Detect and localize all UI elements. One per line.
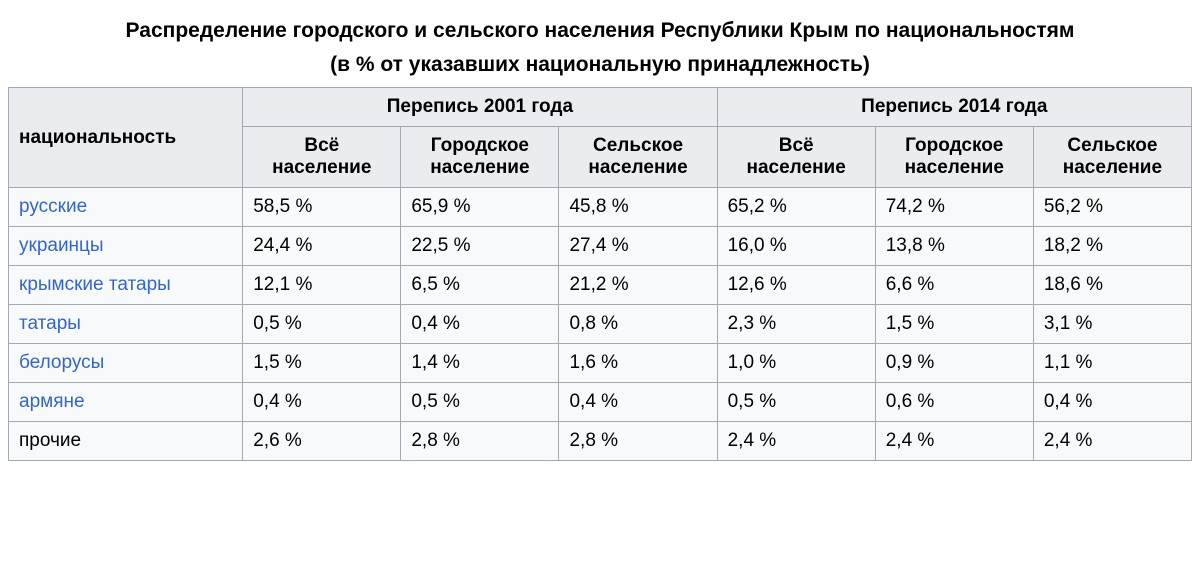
data-cell: 13,8 % xyxy=(875,227,1033,266)
data-cell: 0,5 % xyxy=(243,305,401,344)
col-2014-rural: Сельское население xyxy=(1033,127,1191,188)
col-nationality: национальность xyxy=(9,88,243,188)
table-row: русские 58,5 %65,9 %45,8 %65,2 %74,2 %56,… xyxy=(9,188,1192,227)
row-label: крымские татары xyxy=(9,266,243,305)
table-body: русские 58,5 %65,9 %45,8 %65,2 %74,2 %56,… xyxy=(9,188,1192,461)
data-cell: 74,2 % xyxy=(875,188,1033,227)
col-2001-rural: Сельское население xyxy=(559,127,717,188)
data-cell: 0,4 % xyxy=(1033,383,1191,422)
data-cell: 1,5 % xyxy=(243,344,401,383)
data-cell: 6,5 % xyxy=(401,266,559,305)
data-cell: 18,6 % xyxy=(1033,266,1191,305)
data-cell: 1,1 % xyxy=(1033,344,1191,383)
data-cell: 58,5 % xyxy=(243,188,401,227)
data-cell: 65,9 % xyxy=(401,188,559,227)
nationality-link[interactable]: армяне xyxy=(19,391,85,412)
table-row: крымские татары 12,1 %6,5 %21,2 %12,6 %6,… xyxy=(9,266,1192,305)
data-cell: 1,6 % xyxy=(559,344,717,383)
table-row: прочие2,6 %2,8 %2,8 %2,4 %2,4 %2,4 % xyxy=(9,422,1192,461)
row-label: татары xyxy=(9,305,243,344)
row-label: армяне xyxy=(9,383,243,422)
table-row: украинцы 24,4 %22,5 %27,4 %16,0 %13,8 %18… xyxy=(9,227,1192,266)
row-label: белорусы xyxy=(9,344,243,383)
data-cell: 1,5 % xyxy=(875,305,1033,344)
data-cell: 45,8 % xyxy=(559,188,717,227)
data-cell: 21,2 % xyxy=(559,266,717,305)
data-cell: 12,1 % xyxy=(243,266,401,305)
col-group-2001: Перепись 2001 года xyxy=(243,88,717,127)
data-cell: 0,5 % xyxy=(401,383,559,422)
data-cell: 1,4 % xyxy=(401,344,559,383)
data-cell: 0,4 % xyxy=(243,383,401,422)
data-cell: 0,8 % xyxy=(559,305,717,344)
header-row-1: национальность Перепись 2001 года Перепи… xyxy=(9,88,1192,127)
table-caption: Распределение городского и сельского нас… xyxy=(8,8,1192,87)
table-row: татары 0,5 %0,4 %0,8 %2,3 %1,5 %3,1 % xyxy=(9,305,1192,344)
data-cell: 3,1 % xyxy=(1033,305,1191,344)
data-cell: 18,2 % xyxy=(1033,227,1191,266)
row-label: русские xyxy=(9,188,243,227)
nationality-link[interactable]: русские xyxy=(19,196,87,217)
table-head: национальность Перепись 2001 года Перепи… xyxy=(9,88,1192,188)
col-2014-urban: Городское население xyxy=(875,127,1033,188)
data-cell: 2,4 % xyxy=(1033,422,1191,461)
table-row: белорусы 1,5 %1,4 %1,6 %1,0 %0,9 %1,1 % xyxy=(9,344,1192,383)
data-cell: 0,6 % xyxy=(875,383,1033,422)
nationality-link[interactable]: крымские татары xyxy=(19,274,171,295)
data-cell: 0,5 % xyxy=(717,383,875,422)
data-cell: 16,0 % xyxy=(717,227,875,266)
data-cell: 65,2 % xyxy=(717,188,875,227)
col-group-2014: Перепись 2014 года xyxy=(717,88,1191,127)
row-label: прочие xyxy=(9,422,243,461)
data-cell: 24,4 % xyxy=(243,227,401,266)
data-cell: 2,4 % xyxy=(875,422,1033,461)
data-cell: 6,6 % xyxy=(875,266,1033,305)
data-cell: 22,5 % xyxy=(401,227,559,266)
data-cell: 2,4 % xyxy=(717,422,875,461)
data-cell: 0,4 % xyxy=(559,383,717,422)
data-cell: 12,6 % xyxy=(717,266,875,305)
data-cell: 2,6 % xyxy=(243,422,401,461)
nationality-link[interactable]: татары xyxy=(19,313,81,334)
population-table: Распределение городского и сельского нас… xyxy=(8,8,1192,461)
data-cell: 56,2 % xyxy=(1033,188,1191,227)
data-cell: 1,0 % xyxy=(717,344,875,383)
table-row: армяне0,4 %0,5 %0,4 %0,5 %0,6 %0,4 % xyxy=(9,383,1192,422)
row-label: украинцы xyxy=(9,227,243,266)
data-cell: 27,4 % xyxy=(559,227,717,266)
data-cell: 0,9 % xyxy=(875,344,1033,383)
col-2014-all: Всё население xyxy=(717,127,875,188)
data-cell: 0,4 % xyxy=(401,305,559,344)
data-cell: 2,8 % xyxy=(401,422,559,461)
data-cell: 2,8 % xyxy=(559,422,717,461)
caption-line-1: Распределение городского и сельского нас… xyxy=(126,19,1075,42)
caption-line-2: (в % от указавших национальную принадлеж… xyxy=(330,53,870,76)
nationality-link[interactable]: белорусы xyxy=(19,352,104,373)
col-2001-urban: Городское население xyxy=(401,127,559,188)
nationality-link[interactable]: украинцы xyxy=(19,235,104,256)
data-cell: 2,3 % xyxy=(717,305,875,344)
col-2001-all: Всё население xyxy=(243,127,401,188)
